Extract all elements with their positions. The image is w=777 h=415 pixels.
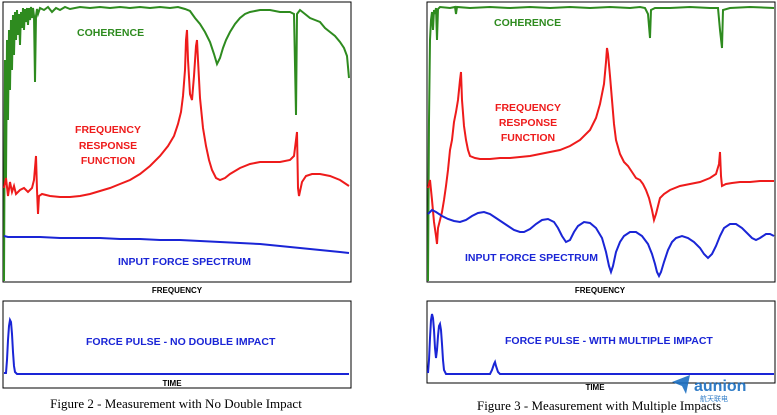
left-caption: Figure 2 - Measurement with No Double Im… — [50, 396, 302, 411]
right-bottom-frame — [426, 300, 776, 384]
left-force-pulse-label: FORCE PULSE - NO DOUBLE IMPACT — [86, 336, 276, 348]
watermark-sub: 航天联电 — [700, 394, 728, 403]
right-frequency-axis-label: FREQUENCY — [575, 286, 626, 295]
left-frf-line — [3, 29, 350, 215]
right-force-pulse-label: FORCE PULSE - WITH MULTIPLE IMPACT — [505, 335, 713, 347]
right-top-frame — [426, 1, 776, 283]
left-frf-label-line-3: FUNCTION — [81, 155, 135, 167]
left-top-frame — [2, 1, 352, 283]
right-time-chart: FORCE PULSE - WITH MULTIPLE IMPACT TIME — [426, 300, 776, 392]
left-time-chart: FORCE PULSE - NO DOUBLE IMPACT TIME — [2, 300, 352, 389]
paper-plane-icon — [672, 375, 690, 394]
left-bottom-frame — [2, 300, 352, 389]
right-time-axis-label: TIME — [585, 383, 605, 392]
left-frequency-chart: COHERENCE FREQUENCY RESPONSE FUNCTION IN… — [2, 1, 352, 295]
left-force-pulse-line — [4, 316, 349, 375]
right-frf-line — [427, 47, 774, 245]
right-frf-label-line-2: RESPONSE — [499, 117, 557, 129]
right-force-pulse-line — [427, 313, 774, 375]
left-coherence-label: COHERENCE — [77, 27, 144, 39]
right-coherence-label: COHERENCE — [494, 17, 561, 29]
watermark-brand: aunion — [694, 378, 746, 395]
right-frf-label-line-1: FREQUENCY — [495, 102, 561, 114]
right-frequency-chart: COHERENCE FREQUENCY RESPONSE FUNCTION IN… — [426, 1, 776, 295]
left-frequency-axis-label: FREQUENCY — [152, 286, 203, 295]
right-frf-label-line-3: FUNCTION — [501, 132, 555, 144]
right-force-spectrum-line — [427, 208, 775, 279]
right-caption: Figure 3 - Measurement with Multiple Imp… — [477, 398, 721, 413]
left-time-axis-label: TIME — [162, 379, 182, 388]
left-force-spectrum-line — [3, 235, 350, 254]
left-force-spectrum-label: INPUT FORCE SPECTRUM — [118, 256, 251, 268]
right-force-spectrum-label: INPUT FORCE SPECTRUM — [465, 252, 598, 264]
left-frf-label-line-2: RESPONSE — [79, 140, 137, 152]
left-frf-label-line-1: FREQUENCY — [75, 124, 141, 136]
left-coherence-line — [3, 5, 350, 282]
right-coherence-line — [427, 5, 775, 282]
aunion-watermark: aunion 航天联电 — [672, 375, 746, 403]
